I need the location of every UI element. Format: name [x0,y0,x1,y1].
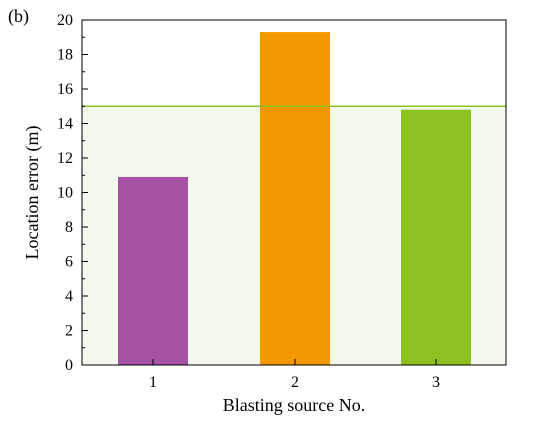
y-tick-label: 16 [57,81,73,98]
y-tick-label: 18 [57,47,73,64]
y-ticks-group: 0 2 4 6 8 10 12 14 16 18 20 [57,12,88,374]
y-tick-label: 10 [57,185,73,202]
x-tick-label: 1 [149,374,157,391]
panel-label: (b) [8,6,29,27]
bar-3 [401,109,471,365]
y-tick-label: 8 [65,219,73,236]
y-tick-label: 14 [57,116,73,133]
y-tick-label: 6 [65,254,73,271]
x-tick-label: 2 [291,374,299,391]
y-axis-label: Location error (m) [22,126,43,260]
y-tick-label: 20 [57,12,73,29]
bar-1 [118,176,188,365]
y-tick-label: 0 [65,357,73,374]
bar-2 [260,32,330,365]
y-tick-label: 2 [65,323,73,340]
y-tick-label: 12 [57,150,73,167]
x-axis-label: Blasting source No. [223,395,365,415]
x-tick-label: 3 [432,374,440,391]
bars-group [118,32,471,365]
x-ticks-group: 1 2 3 [149,359,440,391]
y-tick-label: 4 [65,288,73,305]
